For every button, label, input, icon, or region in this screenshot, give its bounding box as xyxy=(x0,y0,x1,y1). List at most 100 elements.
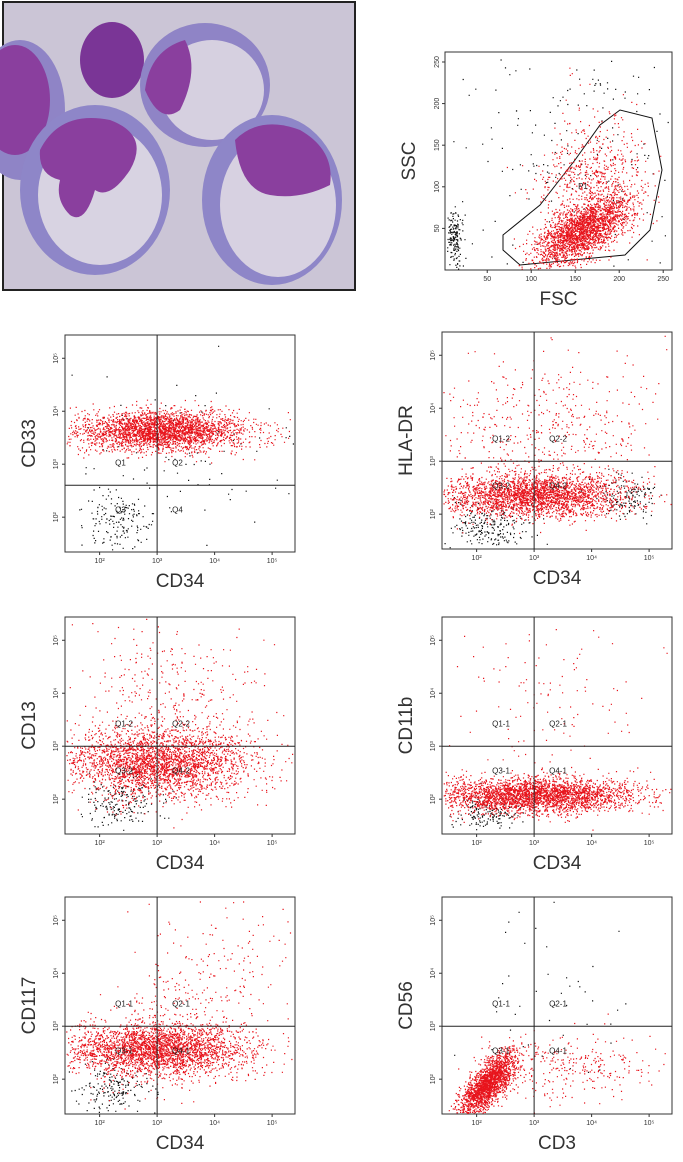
y-tick-label: 10⁵ xyxy=(430,350,437,361)
y-tick-label: 10³ xyxy=(53,740,60,751)
y-tick-label: 10² xyxy=(53,793,60,804)
y-tick-label: 10⁵ xyxy=(53,353,60,364)
quadrant-label: Q3-1 xyxy=(492,1046,510,1055)
x-axis-label: FSC xyxy=(540,289,578,310)
event-dots xyxy=(449,629,668,831)
x-tick-label: 10⁴ xyxy=(586,840,597,847)
quadrant-label: Q1-1 xyxy=(492,719,510,728)
plot-frame xyxy=(441,896,673,1115)
event-dots xyxy=(66,399,291,464)
x-tick-label: 150 xyxy=(569,276,581,283)
x-tick-label: 10⁴ xyxy=(209,840,220,847)
x-tick-label: 10² xyxy=(472,840,483,847)
x-axis-label: CD34 xyxy=(156,571,205,592)
event-dots xyxy=(71,345,294,546)
quadrant-label: Q4-1 xyxy=(549,1046,567,1055)
y-tick-label: 10³ xyxy=(53,1020,60,1031)
y-tick-label: 10⁴ xyxy=(430,688,437,699)
quadrant-label: Q4-2 xyxy=(172,766,190,775)
quadrant-label: Q4-1 xyxy=(172,1046,190,1055)
x-tick-label: 10² xyxy=(472,1120,483,1127)
plot-frame xyxy=(64,334,296,553)
quadrant-label: Q4-2 xyxy=(549,481,567,490)
x-tick-label: 10³ xyxy=(529,555,540,562)
y-tick-label: 10⁴ xyxy=(430,403,437,414)
quadrant-label: Q1-2 xyxy=(492,434,510,443)
plot-frame xyxy=(64,616,296,835)
y-tick-label: 10² xyxy=(430,793,437,804)
x-tick-label: 10³ xyxy=(152,558,163,565)
event-dots xyxy=(443,761,672,823)
quadrant-label: Q4-1 xyxy=(549,766,567,775)
quadrant-label: Q1 xyxy=(115,458,126,467)
event-dots xyxy=(66,1004,293,1094)
y-tick-label: 150 xyxy=(434,139,441,151)
x-tick-label: 10² xyxy=(95,840,106,847)
event-dots xyxy=(449,782,530,831)
y-tick-label: 10⁵ xyxy=(53,635,60,646)
x-tick-label: 10⁴ xyxy=(209,1120,220,1127)
event-dots xyxy=(444,497,548,549)
event-dots xyxy=(513,178,651,270)
quadrant-label: Q2 xyxy=(172,458,183,467)
y-tick-label: 10³ xyxy=(430,1020,437,1031)
quadrant-label: Q3-2 xyxy=(492,481,510,490)
quadrant-label: Q3-1 xyxy=(115,1046,133,1055)
y-tick-label: 10³ xyxy=(53,458,60,469)
event-dots xyxy=(454,901,627,1073)
y-tick-label: 100 xyxy=(434,181,441,193)
y-tick-label: 10² xyxy=(430,508,437,519)
event-dots xyxy=(68,1057,159,1114)
event-dots xyxy=(443,457,672,531)
x-tick-label: 10⁵ xyxy=(644,1120,655,1127)
y-tick-label: 10⁴ xyxy=(53,968,60,979)
x-tick-label: 10² xyxy=(95,558,106,565)
quadrant-label: Q3-1 xyxy=(492,766,510,775)
quadrant-label: Q2-2 xyxy=(549,434,567,443)
plot-frame xyxy=(64,896,296,1115)
x-tick-label: 10³ xyxy=(152,840,163,847)
y-tick-label: 200 xyxy=(434,98,441,110)
quadrant-label: Q2-1 xyxy=(549,999,567,1008)
x-tick-label: 10⁵ xyxy=(267,558,278,565)
quadrant-label: Q2-1 xyxy=(172,999,190,1008)
y-axis-label: CD13 xyxy=(19,701,40,750)
y-axis-label: CD11b xyxy=(396,697,417,755)
y-tick-label: 250 xyxy=(434,56,441,68)
x-tick-label: 200 xyxy=(613,276,625,283)
x-tick-label: 10³ xyxy=(152,1120,163,1127)
gate-label: P1 xyxy=(578,182,588,191)
micrograph xyxy=(0,1,356,291)
event-dots xyxy=(580,468,662,525)
x-tick-label: 250 xyxy=(657,276,669,283)
x-tick-label: 10² xyxy=(95,1120,106,1127)
y-axis-label: SSC xyxy=(399,141,420,180)
y-axis-label: CD56 xyxy=(396,981,417,1030)
quadrant-label: Q2-1 xyxy=(549,719,567,728)
y-tick-label: 10⁵ xyxy=(430,915,437,926)
x-tick-label: 10⁵ xyxy=(644,555,655,562)
y-tick-label: 10⁵ xyxy=(430,635,437,646)
event-dots xyxy=(66,702,294,821)
x-axis-label: CD34 xyxy=(533,568,582,589)
quadrant-label: Q4 xyxy=(172,505,183,514)
x-tick-label: 10⁴ xyxy=(586,1120,597,1127)
x-axis-label: CD34 xyxy=(533,853,582,874)
x-axis-label: CD3 xyxy=(538,1133,576,1154)
x-tick-label: 10⁵ xyxy=(267,1120,278,1127)
y-tick-label: 10³ xyxy=(430,740,437,751)
quadrant-label: Q2-2 xyxy=(172,719,190,728)
x-tick-label: 100 xyxy=(525,276,537,283)
y-tick-label: 10⁴ xyxy=(53,406,60,417)
y-tick-label: 10⁴ xyxy=(430,968,437,979)
quadrant-label: Q3 xyxy=(115,505,126,514)
x-axis-label: CD34 xyxy=(156,1133,205,1154)
y-tick-label: 10² xyxy=(430,1073,437,1084)
y-axis-label: HLA-DR xyxy=(396,405,417,476)
plot-frame xyxy=(441,331,673,550)
x-tick-label: 10⁴ xyxy=(209,558,220,565)
y-axis-label: CD117 xyxy=(19,977,40,1035)
quadrant-label: Q1-1 xyxy=(115,999,133,1008)
